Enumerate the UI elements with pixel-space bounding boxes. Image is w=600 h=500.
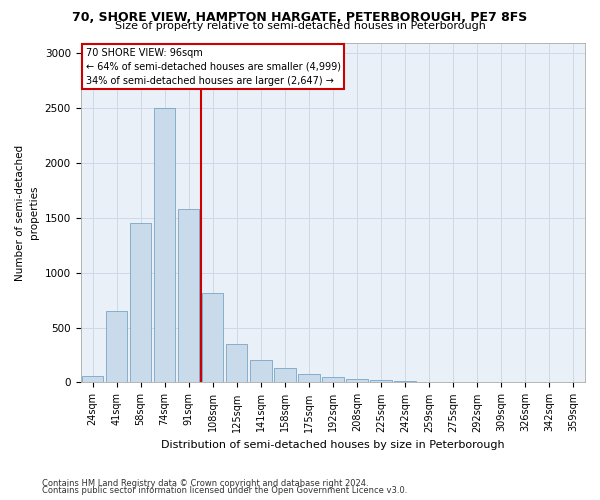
Bar	[154, 108, 175, 382]
Text: Contains public sector information licensed under the Open Government Licence v3: Contains public sector information licen…	[42, 486, 407, 495]
Bar	[202, 292, 223, 382]
Bar	[250, 360, 272, 382]
Bar	[298, 374, 320, 382]
Bar	[346, 380, 368, 382]
Bar	[226, 344, 247, 383]
Y-axis label: Number of semi-detached
properties: Number of semi-detached properties	[15, 144, 39, 280]
Text: 70 SHORE VIEW: 96sqm
← 64% of semi-detached houses are smaller (4,999)
34% of se: 70 SHORE VIEW: 96sqm ← 64% of semi-detac…	[86, 48, 341, 86]
Text: Size of property relative to semi-detached houses in Peterborough: Size of property relative to semi-detach…	[115, 21, 485, 31]
Bar	[82, 376, 103, 382]
Text: Contains HM Land Registry data © Crown copyright and database right 2024.: Contains HM Land Registry data © Crown c…	[42, 478, 368, 488]
Bar	[106, 311, 127, 382]
Bar	[274, 368, 296, 382]
X-axis label: Distribution of semi-detached houses by size in Peterborough: Distribution of semi-detached houses by …	[161, 440, 505, 450]
Bar	[370, 380, 392, 382]
Bar	[178, 209, 199, 382]
Bar	[130, 224, 151, 382]
Bar	[322, 377, 344, 382]
Text: 70, SHORE VIEW, HAMPTON HARGATE, PETERBOROUGH, PE7 8FS: 70, SHORE VIEW, HAMPTON HARGATE, PETERBO…	[73, 11, 527, 24]
